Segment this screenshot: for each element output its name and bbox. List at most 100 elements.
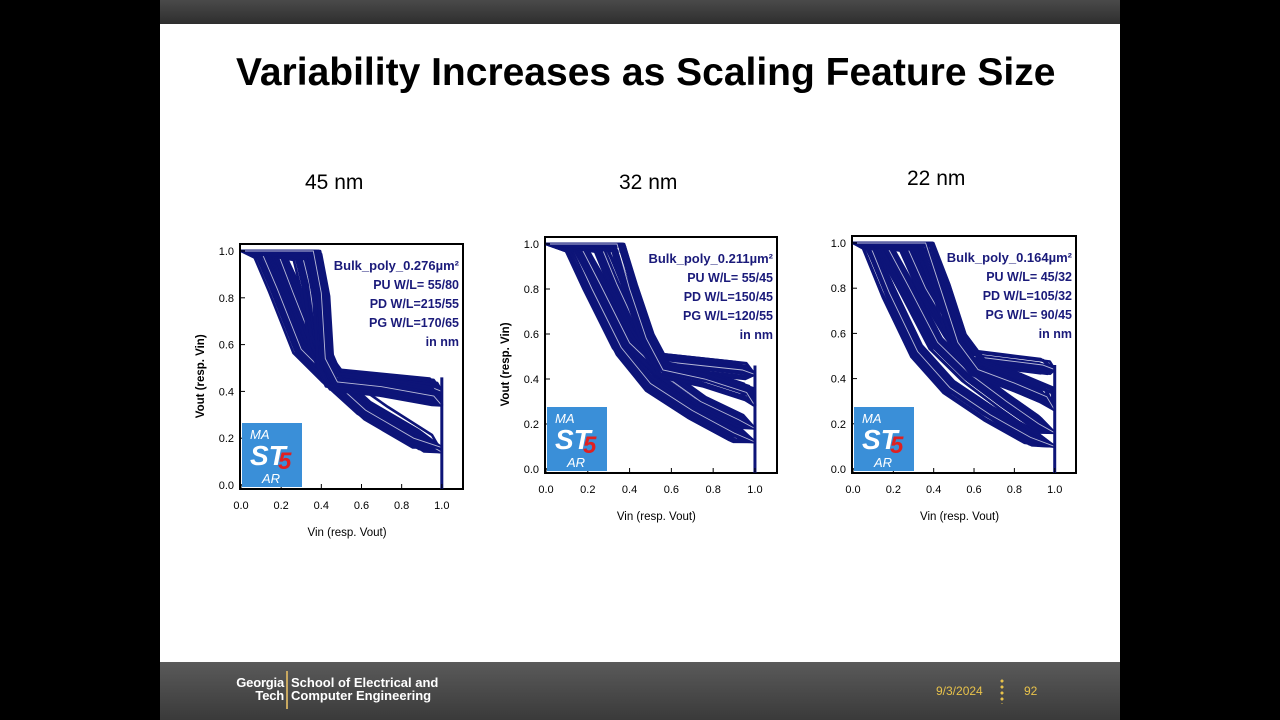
annotation-line: PD W/L=150/45 xyxy=(684,290,773,304)
y-tick-label: 0.4 xyxy=(831,374,846,386)
logo-divider xyxy=(286,671,288,709)
svg-text:AR: AR xyxy=(873,455,892,470)
x-tick-label: 0.2 xyxy=(580,484,595,496)
y-axis-label: Vout (resp. Vin) xyxy=(500,322,512,406)
x-tick-label: 0.4 xyxy=(314,500,329,512)
annotation-line: in nm xyxy=(740,328,773,342)
window-top-strip xyxy=(160,0,1120,24)
annotation-line: PD W/L=105/32 xyxy=(983,289,1072,303)
annotation-line: PG W/L= 90/45 xyxy=(986,308,1073,322)
y-tick-label: 0.0 xyxy=(524,464,539,476)
curve-trace-3 xyxy=(853,241,1056,411)
svg-text:5: 5 xyxy=(890,432,904,459)
x-tick-label: 0.4 xyxy=(622,484,637,496)
y-tick-label: 0.2 xyxy=(524,419,539,431)
chart-panel-1: 0.0 0.2 0.4 0.6 0.8 1.0 0.0 0.2 0.4 0.6 0.8 1.0 Vin … xyxy=(500,236,778,523)
footer-date: 9/3/2024 xyxy=(936,684,983,698)
school-name: School of Electrical and Computer Engine… xyxy=(291,676,531,702)
y-tick-label: 1.0 xyxy=(524,239,539,251)
annotation-line: PG W/L=120/55 xyxy=(683,309,773,323)
panel-label-22nm: 22 nm xyxy=(907,167,966,190)
curve-trace-3 xyxy=(546,242,756,407)
y-tick-label: 0.6 xyxy=(219,340,234,352)
cell-area-annotation: Bulk_poly_0.164µm² xyxy=(947,250,1073,265)
svg-text:ST: ST xyxy=(250,440,289,471)
curve-trace-3 xyxy=(853,241,1056,411)
y-tick-label: 0.0 xyxy=(831,464,846,476)
curve-trace-1 xyxy=(240,249,443,449)
y-tick-label: 0.2 xyxy=(831,419,846,431)
curve-trace-3 xyxy=(241,249,443,407)
monte-carlo-curves xyxy=(545,242,757,473)
x-tick-label: 0.2 xyxy=(886,484,901,496)
school-line2: Computer Engineering xyxy=(291,688,432,703)
x-tick-label: 0.0 xyxy=(538,484,553,496)
y-tick-label: 1.0 xyxy=(831,238,846,250)
monte-carlo-curves xyxy=(852,241,1057,473)
svg-text:ST: ST xyxy=(555,424,594,455)
annotation-line: in nm xyxy=(426,335,459,349)
y-tick-label: 0.0 xyxy=(219,480,234,492)
monte-carlo-curves xyxy=(240,249,444,489)
x-tick-label: 0.2 xyxy=(274,500,289,512)
curve-trace-1 xyxy=(852,241,1056,434)
curve-trace-1 xyxy=(853,241,1056,434)
butterfly-charts: 0.0 0.2 0.4 0.6 0.8 1.0 0.0 0.2 0.4 0.6 0.8 1.0 Vin … xyxy=(195,235,1077,539)
x-axis-label: Vin (resp. Vout) xyxy=(617,511,696,523)
annotation-line: PU W/L= 45/32 xyxy=(986,270,1072,284)
x-tick-label: 0.0 xyxy=(233,500,248,512)
x-tick-label: 0.4 xyxy=(926,484,941,496)
svg-text:MA: MA xyxy=(862,411,882,426)
footer: Georgia Tech School of Electrical and Co… xyxy=(160,662,1120,720)
x-tick-label: 0.6 xyxy=(966,484,981,496)
x-tick-label: 0.8 xyxy=(394,500,409,512)
curve-trace-0 xyxy=(853,241,1056,448)
x-tick-label: 1.0 xyxy=(1047,484,1062,496)
chart-panel-0: 0.0 0.2 0.4 0.6 0.8 1.0 0.0 0.2 0.4 0.6 0.8 1.0 Vin … xyxy=(195,243,464,539)
svg-text:5: 5 xyxy=(583,432,597,459)
curve-trace-3 xyxy=(852,241,1056,412)
y-tick-label: 0.6 xyxy=(831,328,846,340)
svg-text:MA: MA xyxy=(250,427,270,442)
x-tick-label: 0.6 xyxy=(354,500,369,512)
y-tick-label: 0.2 xyxy=(219,433,234,445)
annotation-line: PU W/L= 55/80 xyxy=(373,278,459,292)
curve-edge-3 xyxy=(853,242,1056,411)
slide-title: Variability Increases as Scaling Feature… xyxy=(236,51,1056,94)
x-tick-label: 1.0 xyxy=(747,484,762,496)
slide: Variability Increases as Scaling Feature… xyxy=(160,24,1120,662)
x-tick-label: 0.0 xyxy=(845,484,860,496)
page-number: 92 xyxy=(1024,684,1038,698)
curve-trace-1 xyxy=(240,249,443,449)
annotation-line: PD W/L=215/55 xyxy=(370,297,459,311)
y-tick-label: 0.8 xyxy=(219,293,234,305)
panel-label-45nm: 45 nm xyxy=(305,171,364,194)
x-axis-label: Vin (resp. Vout) xyxy=(920,511,999,523)
y-tick-label: 0.4 xyxy=(219,386,234,398)
institution-line2: Tech xyxy=(255,688,284,703)
y-axis-label: Vout (resp. Vin) xyxy=(195,334,207,418)
curve-trace-1 xyxy=(852,241,1055,435)
svg-text:AR: AR xyxy=(261,471,280,486)
curve-trace-3 xyxy=(240,249,442,407)
x-tick-label: 0.8 xyxy=(1007,484,1022,496)
y-tick-label: 0.8 xyxy=(524,284,539,296)
svg-text:MA: MA xyxy=(555,411,575,426)
curve-edge-0 xyxy=(853,242,1055,447)
x-tick-label: 1.0 xyxy=(434,500,449,512)
cell-area-annotation: Bulk_poly_0.276µm² xyxy=(334,258,460,273)
curve-edge-3 xyxy=(546,243,756,407)
y-tick-label: 0.4 xyxy=(524,374,539,386)
curve-trace-3 xyxy=(546,242,757,407)
y-tick-label: 0.6 xyxy=(524,329,539,341)
curve-trace-1 xyxy=(852,241,1055,435)
curve-edge-1 xyxy=(853,242,1055,434)
school-line1: School of Electrical and xyxy=(291,675,439,690)
annotation-line: PG W/L=170/65 xyxy=(369,316,459,330)
footer-separator xyxy=(1000,678,1004,704)
y-tick-label: 1.0 xyxy=(219,246,234,258)
georgia-tech-wordmark: Georgia Tech xyxy=(220,676,284,702)
